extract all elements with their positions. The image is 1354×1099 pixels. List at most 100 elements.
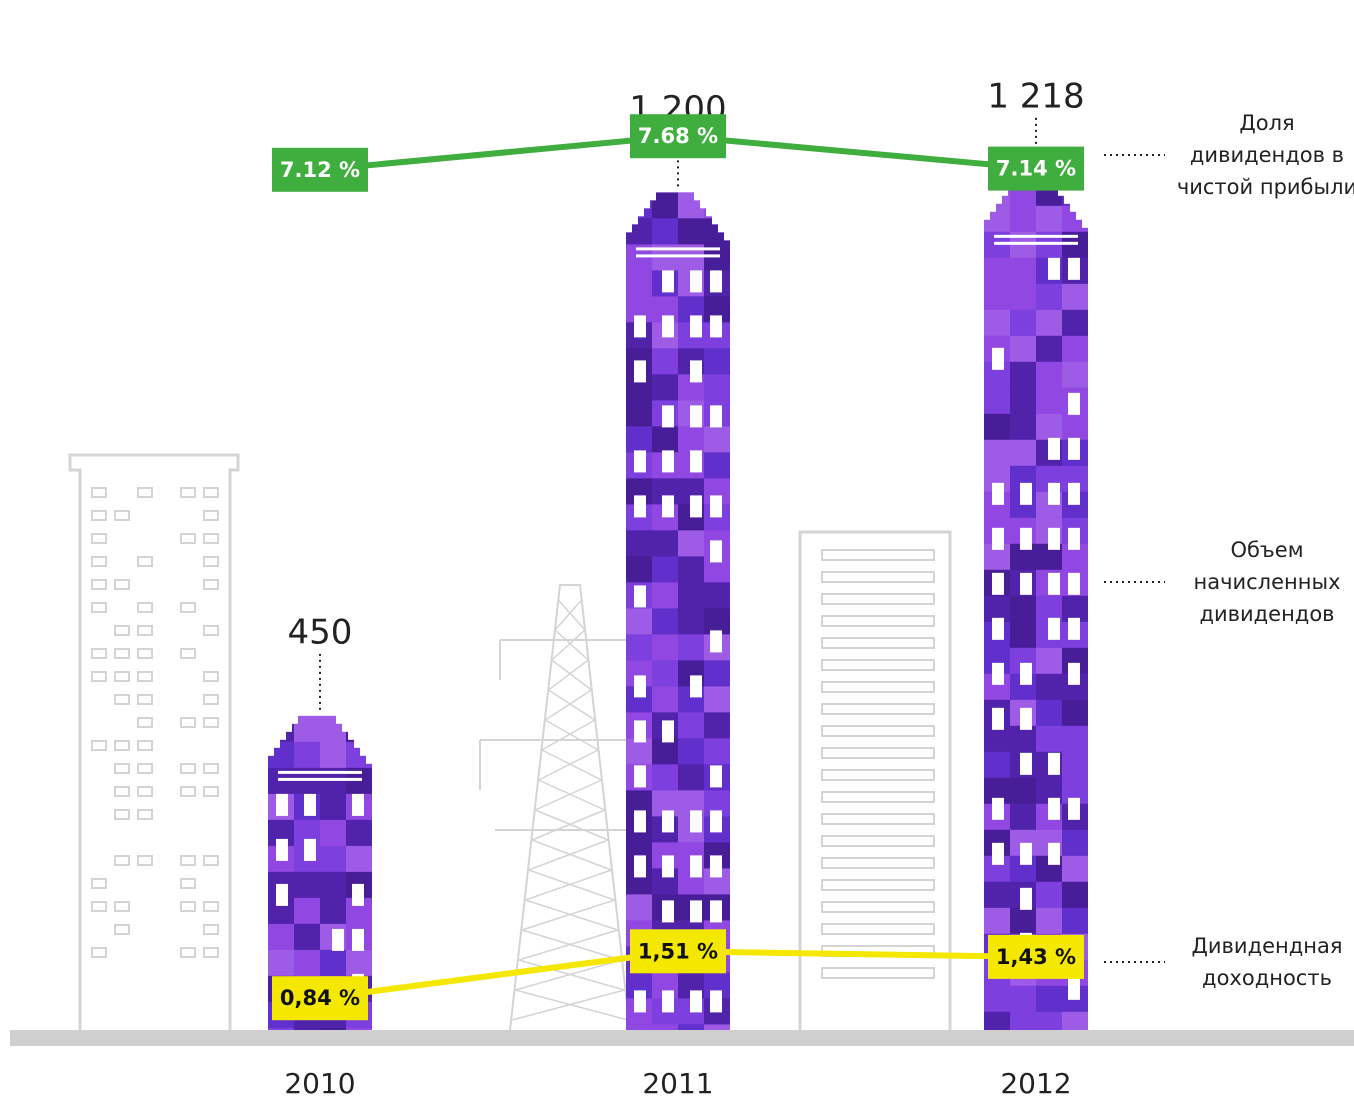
bg-pylon-lattice: [531, 809, 609, 841]
bar-window: [710, 810, 722, 833]
bar-window: [690, 810, 702, 833]
bar-tile: [1010, 309, 1036, 336]
bar-tile: [1062, 205, 1088, 232]
bg-window: [91, 487, 107, 498]
bar-tile: [1010, 803, 1036, 830]
bar-tile: [1010, 1011, 1036, 1030]
bar-tile: [346, 845, 372, 872]
bg-pylon-lattice: [525, 869, 615, 901]
label-box: [272, 147, 368, 192]
label-box: [272, 976, 368, 1021]
bar-window: [1068, 662, 1080, 685]
bg-window: [137, 717, 153, 728]
bg-slat: [821, 769, 935, 781]
bar-tile: [704, 374, 730, 401]
bg-window: [91, 901, 107, 912]
bar-tile: [652, 764, 678, 791]
bar-window: [1068, 392, 1080, 415]
bg-window: [91, 648, 107, 659]
bar-window: [1068, 527, 1080, 550]
bg-window: [137, 556, 153, 567]
bg-pylon-lattice: [554, 599, 586, 631]
bg-slat: [821, 857, 935, 869]
bar-tile: [678, 192, 704, 219]
bar-window: [276, 793, 288, 816]
bar-tile: [320, 1027, 346, 1030]
bg-slat: [821, 901, 935, 913]
bar-tile: [1062, 283, 1088, 310]
bar-tile: [346, 1027, 372, 1030]
bar-window: [1048, 752, 1060, 775]
bg-window: [203, 579, 219, 590]
bar-tile: [1010, 985, 1036, 1012]
bar-tile: [984, 283, 1010, 310]
bar-tile: [1010, 257, 1036, 284]
bar-tile: [320, 949, 346, 976]
bar-window: [634, 810, 646, 833]
bar-window: [1048, 617, 1060, 640]
bar-tile: [1062, 361, 1088, 388]
bar-tile: [1010, 621, 1036, 648]
bar-window: [690, 405, 702, 428]
bar-window: [710, 990, 722, 1013]
bg-pylon-lattice: [521, 899, 619, 931]
bar-tile: [1062, 907, 1088, 934]
bar-tile: [268, 741, 294, 768]
bg-slat: [821, 725, 935, 737]
bg-window: [91, 533, 107, 544]
bg-slat: [821, 571, 935, 583]
bar-tile: [984, 387, 1010, 414]
bar-window: [1048, 257, 1060, 280]
bar-window: [1048, 437, 1060, 460]
bar-tile: [984, 725, 1010, 752]
bar-window: [992, 572, 1004, 595]
bar-window: [1020, 662, 1032, 685]
bg-window: [91, 556, 107, 567]
bar-tile: [1036, 699, 1062, 726]
bar-window: [690, 675, 702, 698]
bg-window: [180, 947, 196, 958]
bg-window: [203, 625, 219, 636]
bar-tile: [704, 218, 730, 245]
bar-tile: [268, 715, 294, 742]
bg-slat: [821, 615, 935, 627]
bar-tile: [626, 426, 652, 453]
bg-window: [137, 625, 153, 636]
bar-window: [634, 450, 646, 473]
bar-tile: [652, 738, 678, 765]
bar-tile: [346, 949, 372, 976]
point-label: 1,43 %: [996, 945, 1076, 969]
bar-tile: [1062, 335, 1088, 362]
bg-pylon-lattice: [511, 989, 629, 1021]
bar-tile: [704, 686, 730, 713]
legend-label: Объем начисленных дивидендов: [1193, 538, 1341, 626]
bg-window: [203, 556, 219, 567]
bg-window: [203, 786, 219, 797]
bar-window: [662, 855, 674, 878]
bg-window: [203, 694, 219, 705]
bar-tile: [1036, 205, 1062, 232]
bar-window: [710, 540, 722, 563]
bg-window: [180, 855, 196, 866]
bar-tile: [652, 634, 678, 661]
bar-window: [992, 842, 1004, 865]
bar-window: [662, 810, 674, 833]
bar-window: [710, 315, 722, 338]
bg-window: [180, 487, 196, 498]
bar-tile: [1036, 673, 1062, 700]
bar-window: [710, 405, 722, 428]
bar-tile: [1036, 595, 1062, 622]
bg-building: [68, 453, 240, 1030]
bg-window: [114, 809, 130, 820]
bg-window: [203, 763, 219, 774]
bar-tile: [294, 949, 320, 976]
bg-window: [203, 533, 219, 544]
bar-tile: [1036, 387, 1062, 414]
bar-tile: [294, 871, 320, 898]
bar-window: [662, 405, 674, 428]
bar-stripe: [636, 254, 720, 258]
bar-tile: [678, 608, 704, 635]
bar-window: [690, 900, 702, 923]
bar-window: [992, 707, 1004, 730]
point-label: 1,51 %: [638, 939, 718, 963]
